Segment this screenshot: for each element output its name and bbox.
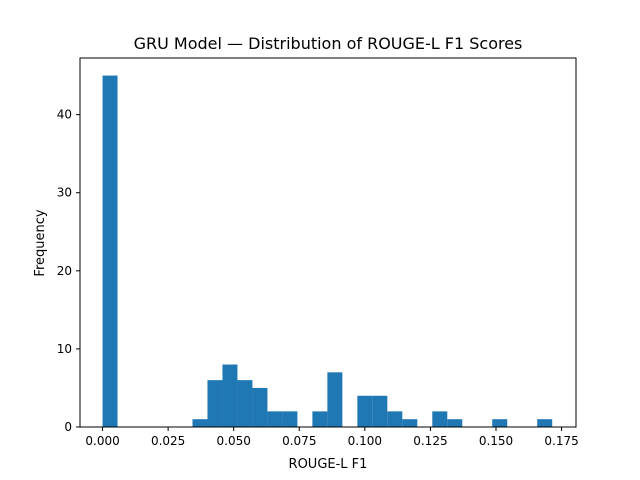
y-tick-label: 0	[64, 420, 72, 434]
x-tick-label: 0.050	[217, 434, 251, 448]
y-tick-label: 40	[57, 108, 72, 122]
y-axis-label: Frequency	[33, 209, 48, 276]
bars-group	[102, 75, 553, 428]
plot-frame	[79, 57, 577, 428]
histogram-bar	[492, 419, 508, 427]
histogram-bar	[372, 395, 388, 427]
histogram-bar	[312, 411, 328, 427]
histogram-bar	[237, 380, 253, 427]
x-axis-ticks: 0.000 0.025 0.050 0.075 0.100 0.125 0.150 0.175	[85, 427, 579, 448]
histogram-bar	[447, 419, 463, 427]
x-tick-label: 0.150	[479, 434, 513, 448]
y-axis-ticks: 0 10 20 30 40	[57, 108, 80, 434]
x-tick-label: 0.075	[282, 434, 316, 448]
histogram-bar	[102, 75, 118, 428]
histogram-bar	[387, 411, 403, 427]
histogram-bar	[267, 411, 283, 427]
x-tick-label: 0.025	[151, 434, 185, 448]
y-tick-label: 20	[57, 264, 72, 278]
histogram-bar	[252, 387, 268, 427]
histogram-bar	[282, 411, 298, 427]
histogram-bar	[357, 395, 373, 427]
histogram-bar	[402, 419, 418, 427]
x-axis-label: ROUGE-L F1	[289, 457, 368, 472]
x-tick-label: 0.100	[348, 434, 382, 448]
histogram-bar	[222, 364, 238, 427]
histogram-bar	[432, 411, 448, 427]
chart-title: GRU Model — Distribution of ROUGE-L F1 S…	[134, 34, 523, 53]
y-tick-label: 30	[57, 186, 72, 200]
x-tick-label: 0.175	[544, 434, 578, 448]
histogram-bar	[192, 419, 208, 427]
histogram-bar	[537, 419, 553, 427]
y-tick-label: 10	[57, 342, 72, 356]
histogram-bar	[207, 380, 223, 427]
x-tick-label: 0.125	[413, 434, 447, 448]
histogram-bar	[327, 372, 343, 427]
x-tick-label: 0.000	[85, 434, 119, 448]
